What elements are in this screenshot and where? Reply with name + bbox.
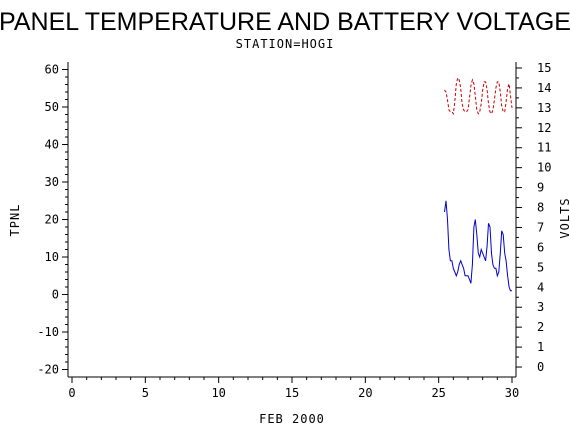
right-y-tick-label: 10 [537, 161, 551, 175]
right-y-tick-label: 0 [537, 360, 544, 374]
right-y-tick-label: 14 [537, 81, 551, 95]
x-tick-label: 30 [505, 386, 519, 400]
x-tick-label: 5 [142, 386, 149, 400]
right-y-tick-label: 6 [537, 240, 544, 254]
right-y-tick-label: 5 [537, 260, 544, 274]
right-y-tick-label: 9 [537, 181, 544, 195]
left-y-tick-label: 0 [52, 288, 59, 302]
left-y-tick-label: 60 [45, 63, 59, 77]
left-y-tick-label: 50 [45, 100, 59, 114]
right-y-axis-label: VOLTS [558, 197, 570, 238]
left-y-tick-label: 40 [45, 138, 59, 152]
left-y-tick-label: -20 [37, 363, 59, 377]
right-y-tick-label: 7 [537, 220, 544, 234]
series [444, 76, 513, 292]
right-y-tick-label: 15 [537, 61, 551, 75]
left-y-tick-label: 10 [45, 250, 59, 264]
left-y-tick-label: 30 [45, 175, 59, 189]
left-y-axis-label: TPNL [8, 204, 22, 237]
right-y-tick-label: 4 [537, 280, 544, 294]
x-tick-label: 10 [211, 386, 225, 400]
left-y-tick-label: -10 [37, 325, 59, 339]
panel-temperature-line [444, 200, 512, 292]
x-axis-label: FEB 2000 [259, 412, 325, 426]
left-y-tick-label: 20 [45, 213, 59, 227]
battery-voltage-line [444, 76, 513, 116]
x-tick-label: 20 [358, 386, 372, 400]
x-tick-label: 25 [431, 386, 445, 400]
x-tick-label: 15 [285, 386, 299, 400]
ticks: 0 5 10 15 20 25 30-20-100102030405060012345678… [37, 61, 551, 400]
right-y-tick-label: 13 [537, 101, 551, 115]
x-tick-label: 0 [68, 386, 75, 400]
chart-title: PANEL TEMPERATURE AND BATTERY VOLTAGE [0, 8, 570, 36]
right-y-tick-label: 1 [537, 340, 544, 354]
right-y-tick-label: 2 [537, 320, 544, 334]
right-y-tick-label: 3 [537, 300, 544, 314]
right-y-tick-label: 12 [537, 121, 551, 135]
right-y-tick-label: 11 [537, 141, 551, 155]
chart-subtitle: STATION=HOGI [236, 37, 335, 51]
right-y-tick-label: 8 [537, 201, 544, 215]
